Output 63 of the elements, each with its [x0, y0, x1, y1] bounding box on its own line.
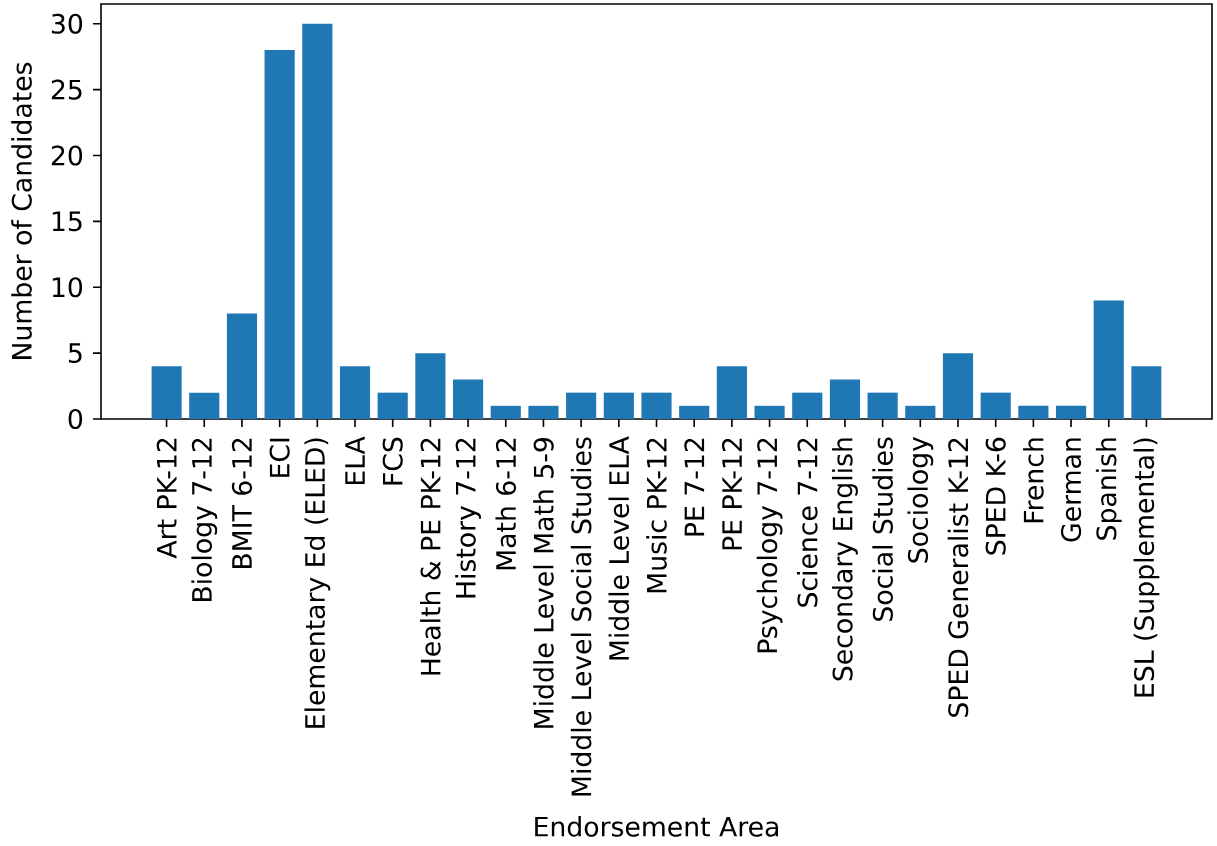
x-tick-label: Science 7-12 — [796, 438, 818, 607]
x-tick-label: Art PK-12 — [156, 438, 177, 559]
x-tick-label: Spanish — [1095, 438, 1122, 540]
bar — [641, 392, 672, 419]
x-tick-label: Secondary English — [832, 438, 858, 681]
x-tick-label: PE PK-12 — [722, 438, 742, 550]
bar — [566, 392, 597, 419]
x-tick-label: SPED K-6 — [985, 437, 1006, 555]
x-tick-label: SPED Generalist K-12 — [947, 438, 969, 717]
bar — [867, 392, 898, 419]
bar — [1018, 405, 1049, 419]
bar — [1093, 300, 1124, 419]
y-tick-label: 5 — [68, 343, 82, 364]
y-axis-title: Number of Candidates — [11, 62, 32, 359]
x-tick-label: Psychology 7-12 — [756, 438, 783, 653]
x-tick-label: Middle Level Social Studies — [570, 437, 592, 796]
y-tick-label: 30 — [51, 13, 83, 34]
bar — [679, 405, 710, 419]
x-tick-label: PE 7-12 — [684, 438, 705, 536]
x-axis-title: Endorsement Area — [535, 816, 779, 837]
bar — [189, 392, 220, 419]
x-tick-label: Math 6-12 — [495, 438, 517, 570]
bar — [754, 405, 785, 419]
bar — [905, 405, 936, 419]
y-tick-label: 25 — [51, 79, 82, 100]
x-tick-label: History 7-12 — [455, 438, 481, 598]
x-tick-label: Social Studies — [872, 437, 893, 621]
x-tick-label: Music PK-12 — [646, 438, 667, 593]
x-tick-label: Health & PE PK-12 — [420, 438, 441, 675]
bar — [603, 392, 634, 419]
bar — [792, 392, 823, 419]
bar — [377, 392, 408, 419]
x-tick-label: French — [1023, 438, 1044, 523]
y-tick-label: 20 — [51, 145, 83, 166]
bar — [415, 353, 446, 419]
x-tick-label: ESL (Supplemental) — [1133, 438, 1160, 697]
bar — [302, 23, 333, 419]
x-tick-label: German — [1060, 438, 1082, 542]
bar — [264, 50, 295, 419]
bar — [716, 366, 747, 419]
x-tick-label: BMIT 6-12 — [231, 438, 253, 568]
bar — [528, 405, 559, 419]
x-tick-label: Middle Level ELA — [608, 436, 630, 660]
y-tick-label: 10 — [52, 277, 83, 298]
y-tick-label: 15 — [52, 211, 82, 232]
bar — [151, 366, 182, 419]
x-tick-label: Biology 7-12 — [191, 438, 218, 601]
y-tick-label: 0 — [68, 408, 83, 430]
bar — [829, 379, 861, 419]
bar — [1131, 366, 1162, 419]
bar — [980, 392, 1011, 419]
x-tick-label: Elementary Ed (ELED) — [304, 438, 331, 728]
x-tick-label: Middle Level Math 5-9 — [533, 438, 554, 728]
x-tick-label: Sociology — [907, 436, 934, 563]
bar — [942, 353, 974, 419]
bar — [1055, 405, 1087, 419]
bar — [490, 405, 521, 419]
x-tick-label: ELA — [345, 436, 365, 485]
bar — [226, 313, 258, 419]
bar — [452, 379, 484, 419]
x-tick-label: FCS — [382, 437, 403, 485]
bar — [339, 366, 371, 419]
x-tick-label: ECI — [269, 438, 290, 477]
